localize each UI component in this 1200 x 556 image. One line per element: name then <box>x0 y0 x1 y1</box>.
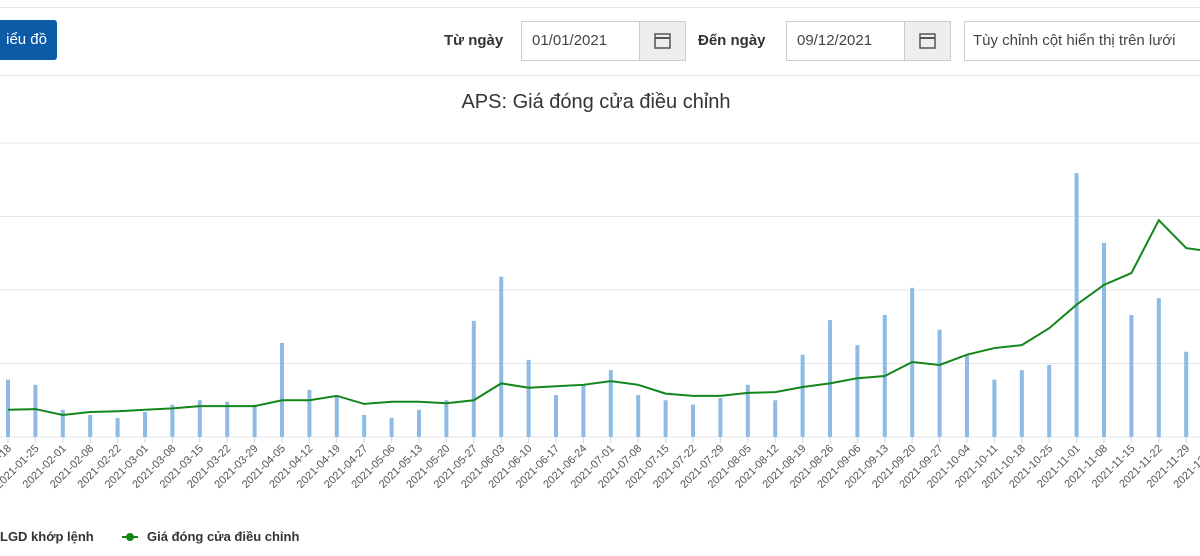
bar <box>937 329 942 437</box>
bar <box>1102 242 1106 437</box>
bar <box>225 401 230 437</box>
bar <box>992 379 997 437</box>
to-date: 09/12/2021 <box>797 32 873 49</box>
bar <box>1129 314 1134 437</box>
bar <box>828 320 832 437</box>
bar <box>334 395 339 437</box>
bar <box>554 395 558 437</box>
bar <box>1156 298 1161 437</box>
bar <box>33 384 38 437</box>
calendar-button[interactable] <box>639 22 685 60</box>
bar <box>444 400 449 437</box>
bar <box>636 395 641 437</box>
bar <box>60 409 65 437</box>
bar <box>1019 370 1024 437</box>
bar <box>280 342 284 437</box>
chart-title: APS: Giá đóng cửa điều chỉnh <box>461 91 730 113</box>
bar <box>718 398 723 437</box>
calendar-icon <box>654 33 671 49</box>
bar <box>170 404 175 437</box>
bar <box>1184 351 1189 437</box>
bar <box>745 384 750 437</box>
from-label: Từ ngày <box>444 32 504 49</box>
calendar-button[interactable] <box>904 22 950 60</box>
bar <box>773 400 778 437</box>
bar <box>965 354 969 437</box>
bar <box>663 400 668 437</box>
line <box>7 218 1200 416</box>
chart: APS: Giá đóng cửa điều chỉnh 2021-01-182… <box>0 91 1200 544</box>
bar <box>855 345 860 437</box>
legend-symbol <box>126 533 134 541</box>
bar <box>6 379 10 437</box>
bar <box>526 359 531 437</box>
from-date: 01/01/2021 <box>532 32 608 49</box>
toolbar: iểu đồ Từ ngày 01/01/2021 Đến ngày 09/12… <box>0 7 1200 76</box>
from-date-input[interactable]: 01/01/2021 <box>521 21 686 61</box>
legend-label: Giá đóng cửa điều chỉnh <box>147 529 299 544</box>
bar <box>143 412 147 437</box>
bar <box>389 417 394 437</box>
bar <box>499 276 504 437</box>
bar <box>417 409 421 437</box>
bar <box>581 384 586 437</box>
bar <box>197 400 202 437</box>
bar <box>471 320 476 437</box>
bar <box>1047 364 1052 437</box>
calendar-icon <box>919 33 936 49</box>
bar <box>88 414 93 437</box>
bar <box>608 370 613 437</box>
bar <box>800 354 805 437</box>
bar <box>691 404 695 437</box>
bar <box>115 417 120 437</box>
columns-select[interactable]: Tùy chỉnh cột hiển thị trên lưới <box>964 21 1200 61</box>
bar <box>307 389 312 437</box>
chart-button[interactable]: iểu đồ <box>0 20 57 60</box>
bar <box>362 414 367 437</box>
to-label: Đến ngày <box>698 32 766 49</box>
to-date-input[interactable]: 09/12/2021 <box>786 21 951 61</box>
bar <box>252 404 257 437</box>
legend-label: LGD khớp lệnh <box>0 529 94 544</box>
